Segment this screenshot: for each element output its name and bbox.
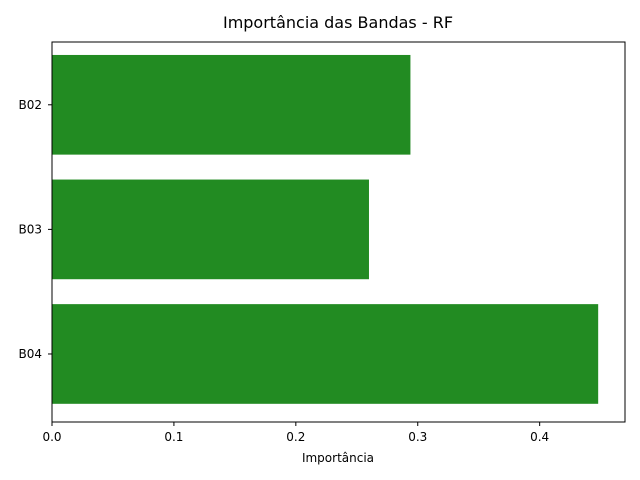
x-tick-label: 0.0 <box>42 430 61 444</box>
x-tick-label: 0.4 <box>530 430 549 444</box>
bar-b04 <box>52 304 599 404</box>
plot-frame <box>51 41 626 423</box>
x-tick-label: 0.2 <box>286 430 305 444</box>
y-tick-label: B04 <box>18 347 42 361</box>
bar-b02 <box>52 54 411 155</box>
chart-title: Importância das Bandas - RF <box>223 13 453 32</box>
x-tick-label: 0.1 <box>164 430 183 444</box>
bar-b03 <box>52 179 369 280</box>
y-tick-label: B02 <box>18 98 42 112</box>
bars-group <box>52 54 599 404</box>
x-axis-ticks: 0.0 0.1 0.2 0.3 0.4 <box>42 422 549 444</box>
y-axis-ticks: B02 B03 B04 <box>18 98 52 361</box>
y-tick-label: B03 <box>18 222 42 236</box>
x-axis-label: Importância <box>302 451 374 465</box>
x-tick-label: 0.3 <box>408 430 427 444</box>
